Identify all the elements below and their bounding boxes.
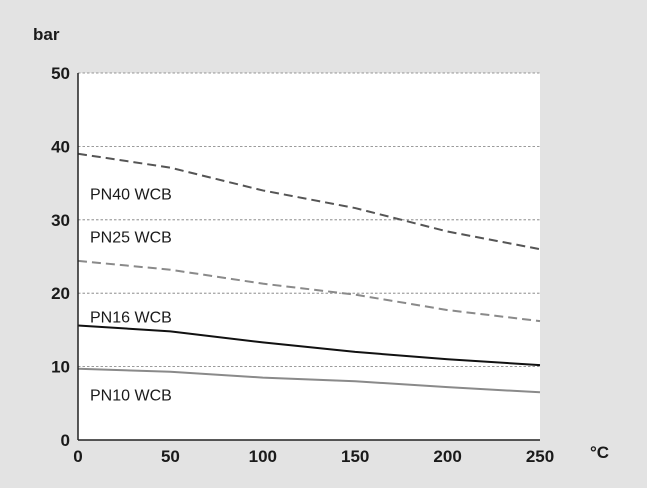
tick-labels: 0 10 20 30 40 50 0 50 100 150 200 250 <box>51 64 554 466</box>
series-line-pn25-wcb <box>77 259 541 323</box>
series-line-pn40-wcb <box>77 152 541 251</box>
series-labels: PN40 WCB PN25 WCB PN16 WCB PN10 WCB <box>90 186 172 404</box>
grid-lines <box>78 72 540 368</box>
series-label-pn10-wcb: PN10 WCB <box>90 387 172 404</box>
x-tick-label-100: 100 <box>249 447 277 466</box>
x-axis-label: °C <box>590 443 609 462</box>
y-axis-label: bar <box>33 25 60 44</box>
x-tick-label-50: 50 <box>161 447 180 466</box>
series-line-pn10-wcb <box>77 367 541 394</box>
axes <box>77 73 540 441</box>
series-line-pn16-wcb <box>77 324 541 367</box>
series-label-pn16-wcb: PN16 WCB <box>90 310 172 327</box>
y-tick-label-0: 0 <box>61 431 70 450</box>
series-label-pn40-wcb: PN40 WCB <box>90 186 172 203</box>
series-label-pn25-wcb: PN25 WCB <box>90 230 172 247</box>
series-group <box>77 152 541 394</box>
y-tick-label-50: 50 <box>51 64 70 83</box>
x-tick-label-200: 200 <box>433 447 461 466</box>
plot-area <box>78 73 540 440</box>
y-tick-label-40: 40 <box>51 137 70 156</box>
y-tick-label-10: 10 <box>51 358 70 377</box>
x-tick-label-250: 250 <box>526 447 554 466</box>
y-tick-label-30: 30 <box>51 211 70 230</box>
x-tick-label-0: 0 <box>73 447 82 466</box>
y-tick-label-20: 20 <box>51 284 70 303</box>
x-tick-label-150: 150 <box>341 447 369 466</box>
